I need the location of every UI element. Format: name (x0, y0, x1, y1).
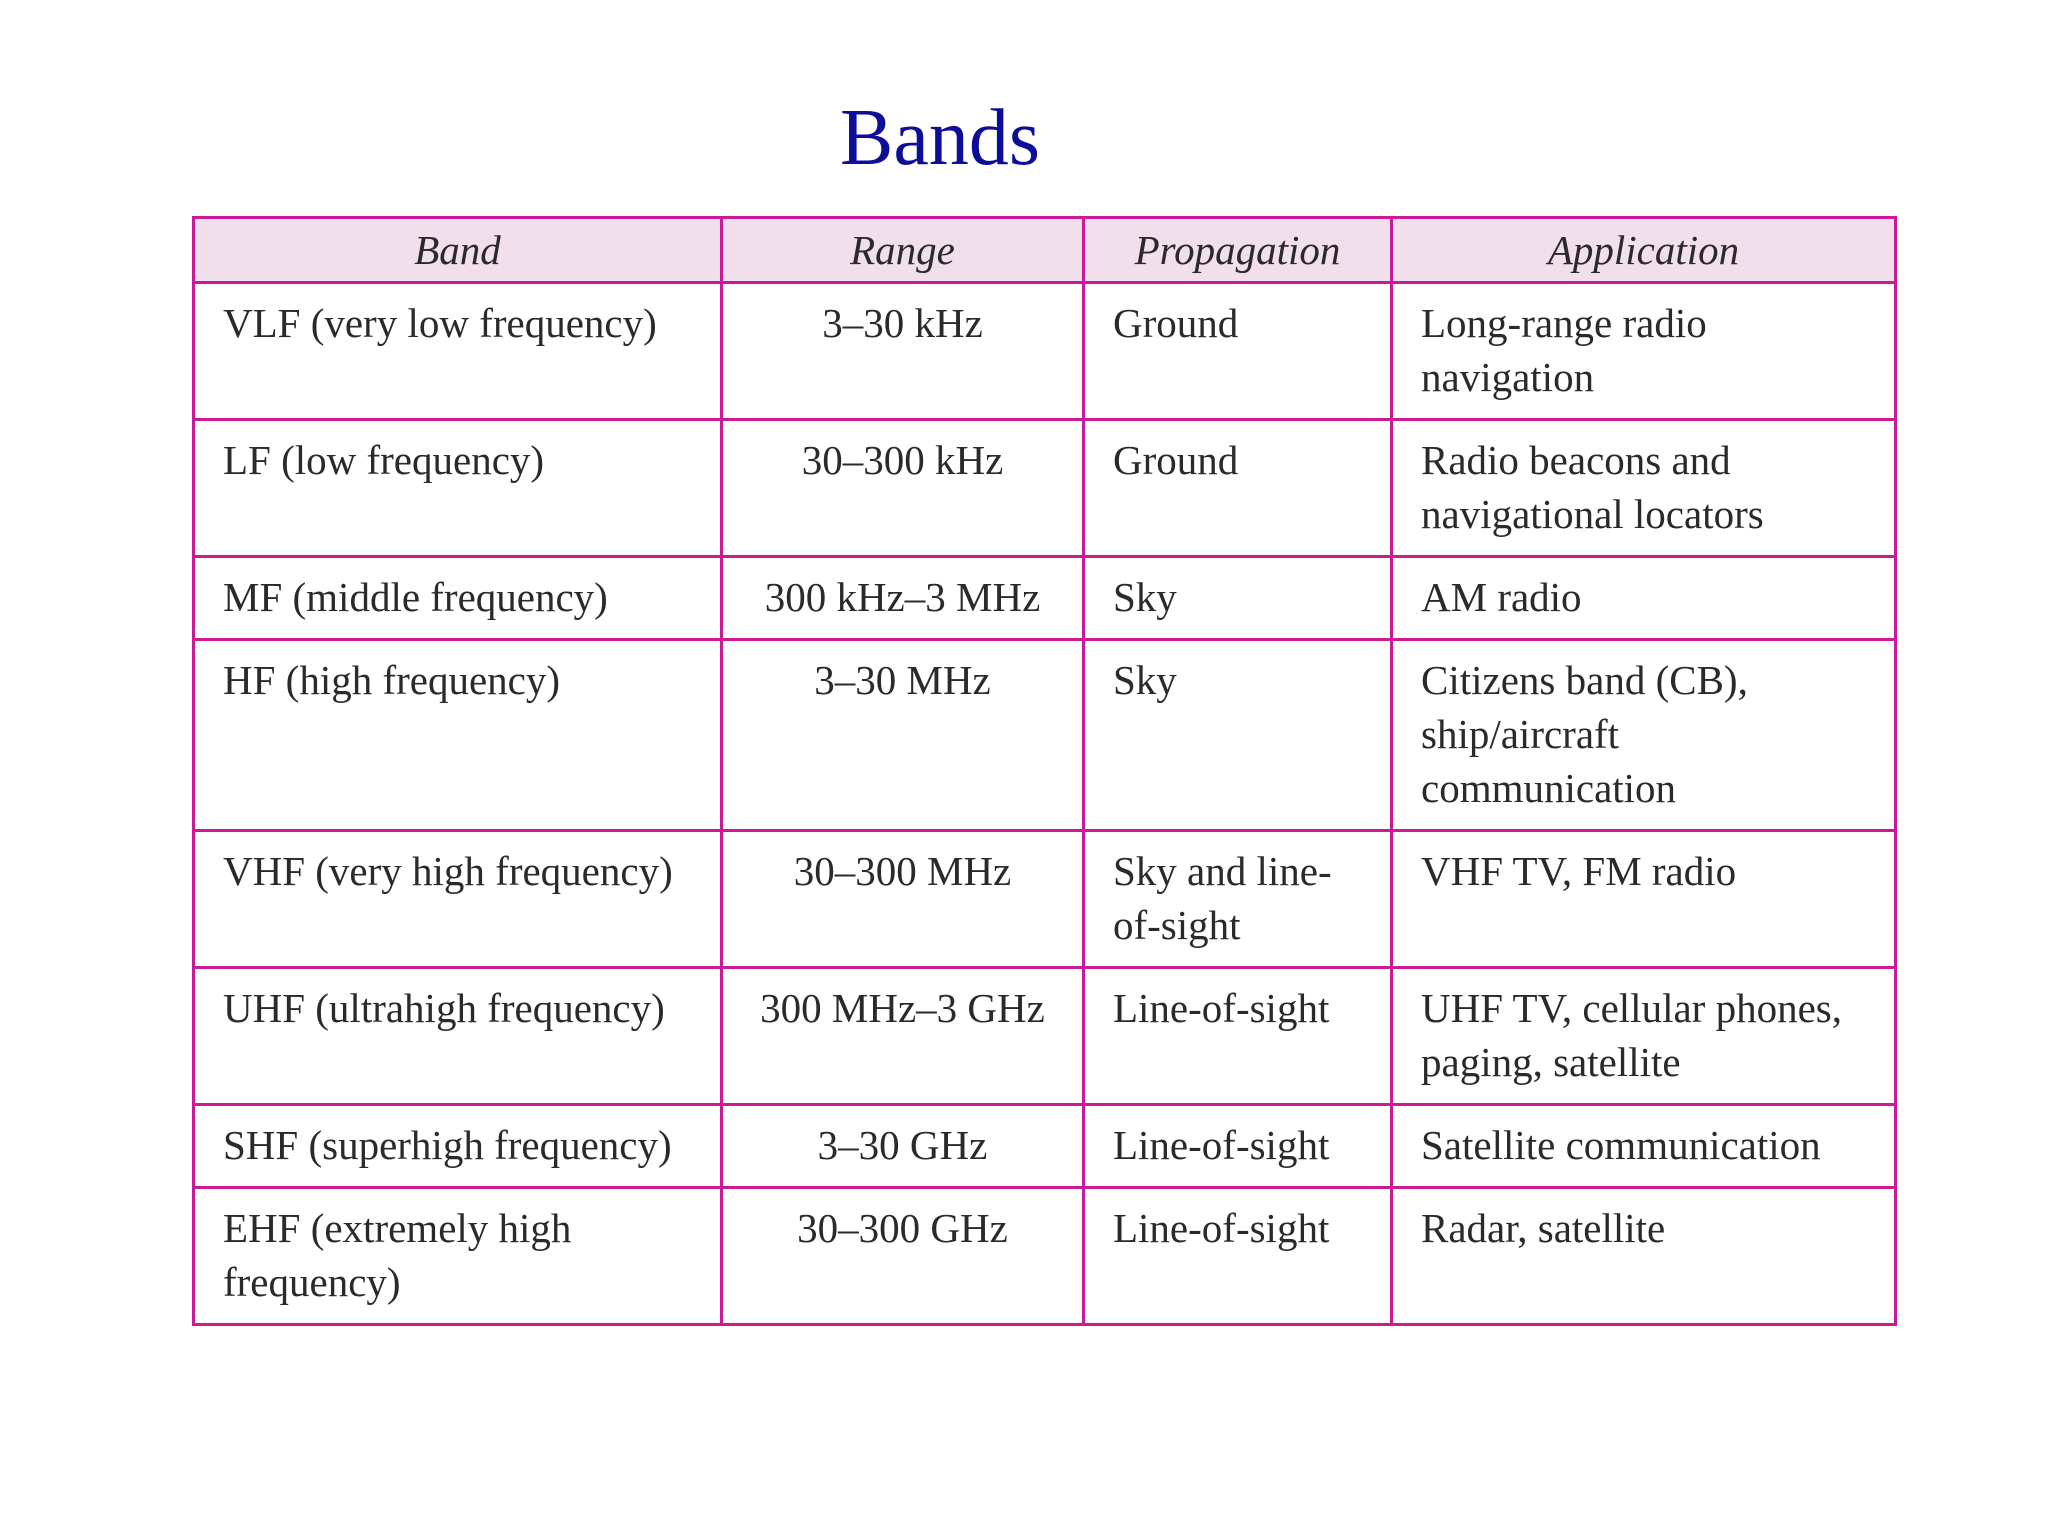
band-cell: UHF (ultrahigh frequency) (192, 966, 723, 1106)
page-title: Bands (840, 94, 1040, 182)
application-cell: AM radio (1390, 555, 1897, 641)
table-row: SHF (superhigh frequency) 3–30 GHz Line-… (192, 1103, 1897, 1189)
range-cell: 3–30 MHz (720, 638, 1085, 832)
band-cell: EHF (extremely high frequency) (192, 1186, 723, 1326)
column-header-propagation: Propagation (1082, 216, 1393, 284)
table-row: HF (high frequency) 3–30 MHz Sky Citizen… (192, 638, 1897, 832)
table-row: VLF (very low frequency) 3–30 kHz Ground… (192, 281, 1897, 421)
propagation-cell: Line-of-sight (1082, 1103, 1393, 1189)
application-cell: UHF TV, cellular phones, paging, satelli… (1390, 966, 1897, 1106)
table-row: EHF (extremely high frequency) 30–300 GH… (192, 1186, 1897, 1326)
range-cell: 3–30 GHz (720, 1103, 1085, 1189)
range-cell: 3–30 kHz (720, 281, 1085, 421)
column-header-range: Range (720, 216, 1085, 284)
table-row: LF (low frequency) 30–300 kHz Ground Rad… (192, 418, 1897, 558)
range-cell: 30–300 kHz (720, 418, 1085, 558)
column-header-band: Band (192, 216, 723, 284)
band-cell: LF (low frequency) (192, 418, 723, 558)
range-cell: 300 kHz–3 MHz (720, 555, 1085, 641)
range-cell: 300 MHz–3 GHz (720, 966, 1085, 1106)
band-cell: SHF (superhigh frequency) (192, 1103, 723, 1189)
propagation-cell: Ground (1082, 281, 1393, 421)
band-cell: HF (high frequency) (192, 638, 723, 832)
column-header-application: Application (1390, 216, 1897, 284)
band-cell: VHF (very high frequency) (192, 829, 723, 969)
frequency-bands-table: Band Range Propagation Application VLF (… (192, 216, 1897, 1326)
propagation-cell: Sky (1082, 555, 1393, 641)
table-row: VHF (very high frequency) 30–300 MHz Sky… (192, 829, 1897, 969)
application-cell: Radio beacons and navigational locators (1390, 418, 1897, 558)
application-cell: Long-range radio navigation (1390, 281, 1897, 421)
band-cell: MF (middle frequency) (192, 555, 723, 641)
band-cell: VLF (very low frequency) (192, 281, 723, 421)
range-cell: 30–300 GHz (720, 1186, 1085, 1326)
propagation-cell: Ground (1082, 418, 1393, 558)
propagation-cell: Line-of-sight (1082, 966, 1393, 1106)
propagation-cell: Line-of-sight (1082, 1186, 1393, 1326)
propagation-cell: Sky (1082, 638, 1393, 832)
application-cell: Citizens band (CB), ship/aircraft commun… (1390, 638, 1897, 832)
application-cell: Satellite communication (1390, 1103, 1897, 1189)
table-row: UHF (ultrahigh frequency) 300 MHz–3 GHz … (192, 966, 1897, 1106)
range-cell: 30–300 MHz (720, 829, 1085, 969)
propagation-cell: Sky and line-of-sight (1082, 829, 1393, 969)
table-header-row: Band Range Propagation Application (192, 216, 1897, 284)
application-cell: VHF TV, FM radio (1390, 829, 1897, 969)
application-cell: Radar, satellite (1390, 1186, 1897, 1326)
table-row: MF (middle frequency) 300 kHz–3 MHz Sky … (192, 555, 1897, 641)
